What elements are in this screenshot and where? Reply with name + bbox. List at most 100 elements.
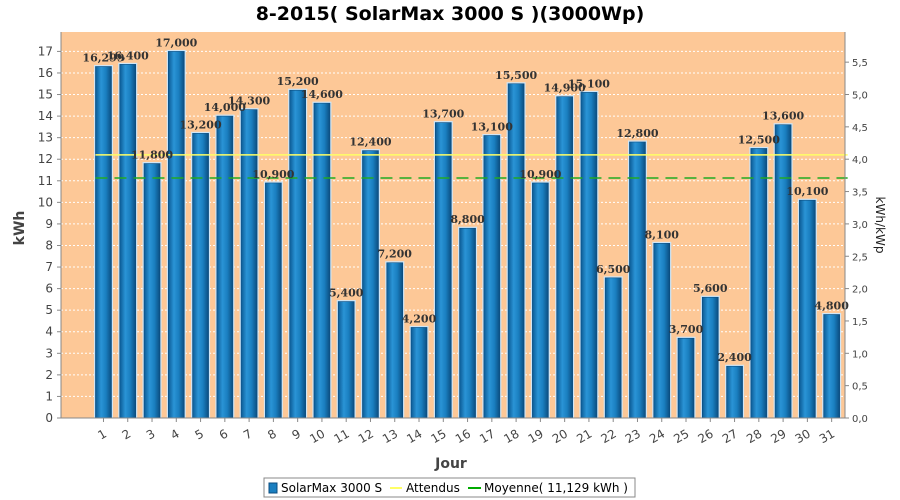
data-label: 12,800 [616, 127, 658, 140]
bar [362, 150, 379, 419]
data-label: 10,100 [786, 185, 828, 198]
data-label: 13,200 [180, 118, 222, 131]
y-tick-label: 2 [45, 368, 53, 382]
data-label: 10,900 [252, 168, 294, 181]
y2-tick-label: 3,5 [852, 188, 868, 199]
data-label: 16,400 [107, 49, 149, 62]
x-tick-label: 11 [331, 426, 351, 446]
x-tick-label: 12 [356, 426, 376, 446]
bar [240, 109, 258, 419]
x-tick-label: 31 [817, 426, 837, 446]
bar [95, 66, 112, 419]
y-tick-label: 4 [45, 325, 53, 339]
data-label: 15,500 [495, 69, 537, 82]
x-tick-label: 29 [768, 426, 788, 446]
x-tick-label: 16 [453, 426, 473, 446]
bar [774, 124, 792, 419]
bar [823, 314, 840, 419]
bar [143, 163, 161, 419]
data-label: 14,600 [301, 88, 343, 101]
data-label: 10,900 [519, 168, 561, 181]
legend-swatch-bar [268, 482, 278, 494]
bar [459, 227, 476, 419]
data-label: 17,000 [155, 36, 197, 49]
y2-tick-label: 3,0 [852, 220, 868, 231]
data-label: 13,700 [422, 108, 464, 121]
y-tick-label: 11 [38, 174, 53, 188]
bar [677, 337, 695, 419]
y-tick-label: 16 [38, 66, 53, 80]
y2-tick-label: 1,5 [852, 317, 868, 328]
data-label: 8,800 [450, 213, 485, 226]
data-label: 13,100 [471, 121, 513, 134]
y2-tick-label: 5,5 [852, 58, 868, 69]
legend-item-moyenne: Moyenne( 11,129 kWh ) [484, 481, 628, 495]
bar [434, 122, 452, 419]
legend: SolarMax 3000 S Attendus Moyenne( 11,129 k… [263, 477, 636, 498]
data-label: 12,400 [349, 136, 391, 149]
x-tick-label: 27 [720, 426, 740, 446]
bar [532, 182, 549, 419]
legend-box [263, 477, 636, 498]
bar [799, 199, 816, 419]
y-tick-label: 0 [45, 411, 53, 425]
bar [289, 89, 306, 419]
bar [750, 148, 768, 419]
y-tick-label: 12 [38, 152, 53, 166]
data-label: 14,300 [228, 95, 270, 108]
y2-tick-label: 0,5 [852, 382, 868, 393]
bar [265, 182, 282, 419]
x-tick-label: 20 [550, 426, 570, 446]
x-tick-label: 10 [307, 426, 327, 446]
x-tick-label: 8 [265, 426, 279, 442]
y-tick-label: 3 [45, 346, 53, 360]
bar [701, 296, 719, 419]
data-label: 13,600 [762, 110, 804, 123]
x-tick-label: 6 [217, 426, 231, 442]
data-label: 6,500 [596, 263, 631, 276]
x-tick-label: 3 [144, 426, 158, 442]
x-tick-label: 18 [501, 426, 521, 446]
y-tick-label: 10 [38, 195, 53, 209]
data-label: 16,299 [82, 52, 124, 65]
x-tick-label: 4 [168, 426, 182, 442]
bar [556, 96, 573, 419]
data-label: 3,700 [669, 323, 704, 336]
x-tick-label: 23 [623, 426, 643, 446]
data-label: 4,800 [814, 299, 849, 312]
bar [337, 301, 355, 419]
bar [216, 115, 234, 419]
y-tick-label: 9 [45, 217, 53, 231]
x-tick-label: 22 [598, 426, 618, 446]
data-label: 8,100 [645, 228, 680, 241]
x-tick-label: 24 [647, 426, 667, 446]
x-tick-label: 21 [574, 426, 594, 446]
data-label: 5,400 [329, 287, 364, 300]
bar [629, 141, 646, 419]
bar [313, 102, 331, 419]
y2-tick-label: 2,5 [852, 252, 868, 263]
x-tick-label: 26 [696, 426, 716, 446]
bar [192, 133, 209, 419]
bar [653, 243, 671, 419]
bar [604, 277, 622, 419]
data-label: 14,900 [544, 82, 586, 95]
bar [580, 92, 598, 419]
x-axis-label: Jour [434, 456, 467, 472]
data-label: 14,000 [204, 101, 246, 114]
y2-tick-label: 2,0 [852, 285, 868, 296]
x-tick-label: 13 [380, 426, 400, 446]
x-tick-label: 17 [477, 426, 497, 446]
bar [119, 64, 137, 419]
data-label: 15,200 [277, 75, 319, 88]
reference-lines [95, 154, 848, 179]
bars [93, 49, 842, 419]
data-label: 4,200 [402, 312, 437, 325]
legend-item-series: SolarMax 3000 S [281, 481, 382, 495]
y-tick-label: 5 [45, 303, 53, 317]
bar [167, 51, 185, 419]
x-tick-label: 2 [120, 426, 134, 442]
y-tick-label: 6 [45, 282, 53, 296]
